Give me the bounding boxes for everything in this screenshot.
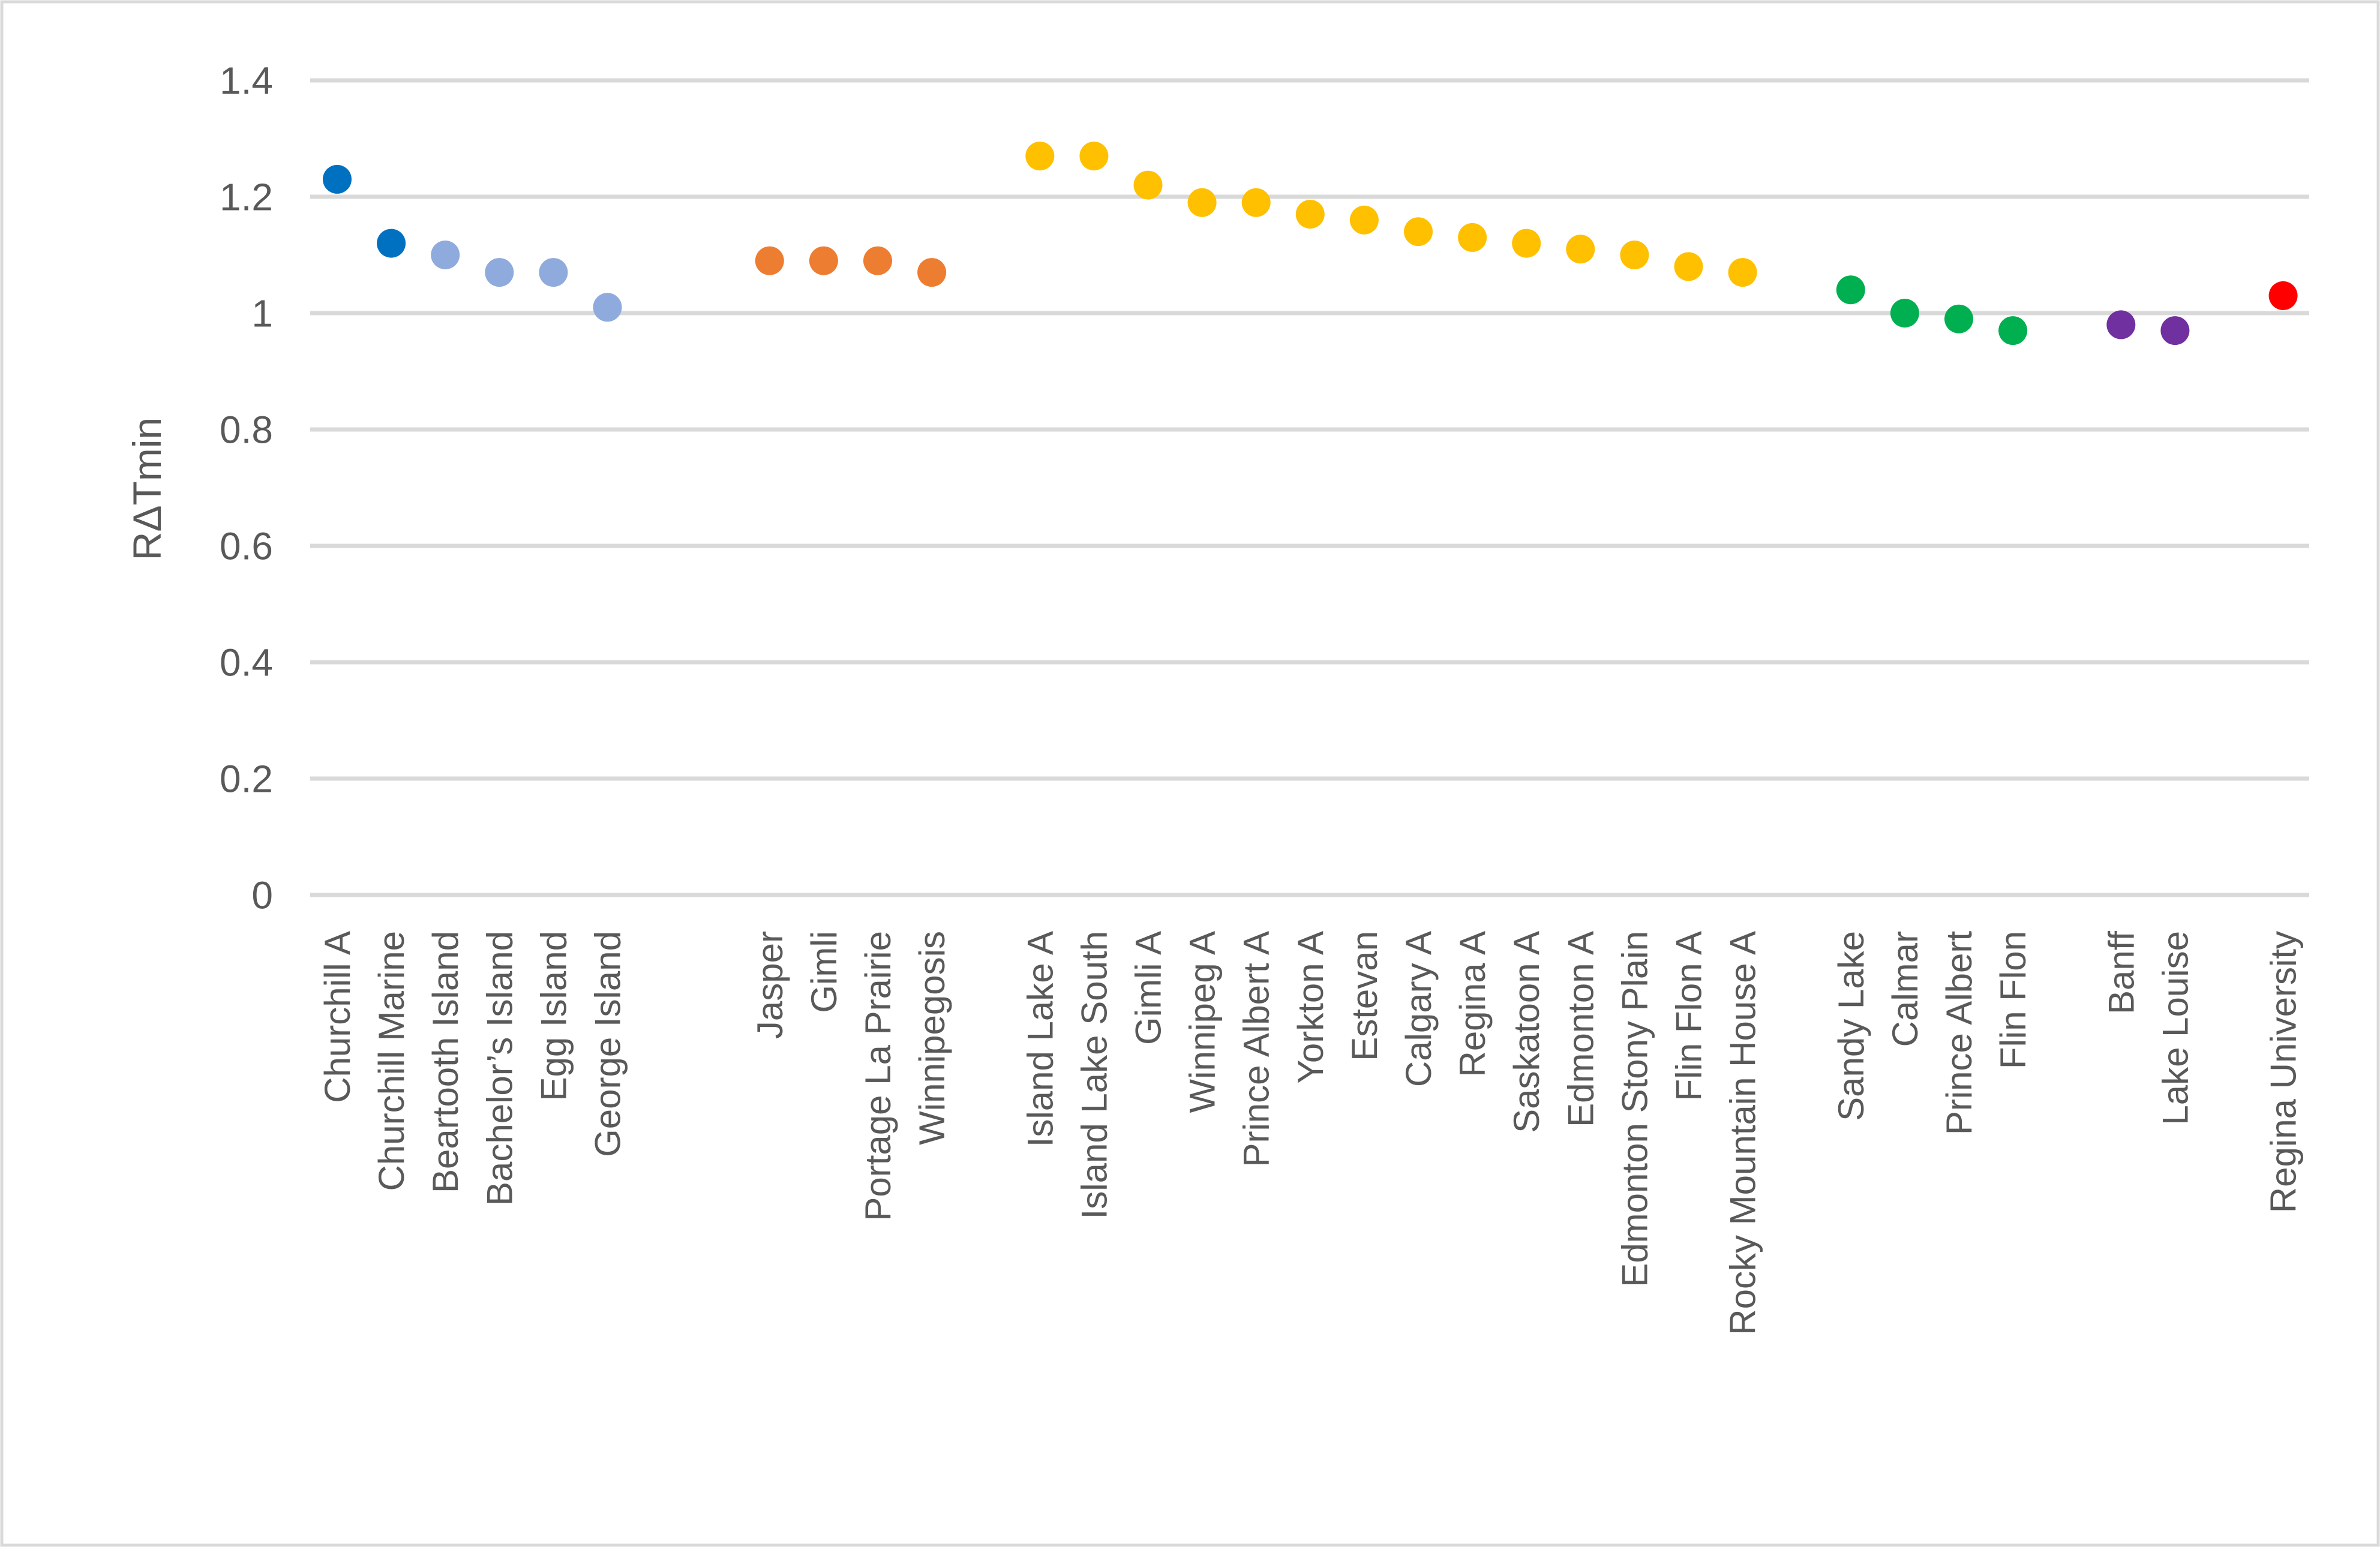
x-label-regina-university: Regina University xyxy=(2264,931,2304,1213)
data-point-beartooth-island xyxy=(431,241,460,269)
data-point-flin-flon-a xyxy=(1674,252,1703,281)
data-point-lake-louise xyxy=(2160,316,2190,346)
x-label-saskatoon-a: Saskatoon A xyxy=(1506,931,1547,1133)
y-tick-label-1.2: 1.2 xyxy=(220,175,273,218)
x-label-yorkton-a: Yorkton A xyxy=(1290,931,1331,1084)
data-point-churchill-a xyxy=(323,164,352,194)
x-label-bachelor-s-island: Bachelor’s Island xyxy=(479,931,520,1206)
x-label-winnipeg-a: Winnipeg A xyxy=(1183,931,1223,1113)
y-axis-ticks: 0 0.2 0.4 0.6 0.8 1 1.2 1.4 xyxy=(220,59,273,917)
x-label-edmonton-a: Edmonton A xyxy=(1560,931,1601,1127)
x-label-gimli: Gimli xyxy=(804,931,844,1013)
x-label-regina-a: Regina A xyxy=(1452,931,1493,1077)
data-point-jasper xyxy=(755,246,784,275)
data-point-edmonton-a xyxy=(1566,235,1595,264)
x-label-lake-louise: Lake Louise xyxy=(2155,931,2195,1125)
y-tick-label-0.2: 0.2 xyxy=(220,757,273,800)
x-axis-labels: Churchill A Churchill Marine Beartooth Isl… xyxy=(317,931,2304,1335)
x-label-george-island: George Island xyxy=(588,931,628,1157)
x-label-rocky-mountain-house-a: Rocky Mountain House A xyxy=(1723,931,1763,1335)
data-point-rocky-mountain-house-a xyxy=(1728,258,1757,287)
x-label-edmonton-stony-plain: Edmonton Stony Plain xyxy=(1614,931,1655,1287)
x-label-island-lake-south: Island Lake South xyxy=(1074,931,1114,1219)
data-point-flin-flon xyxy=(1998,316,2028,346)
data-point-island-lake-a xyxy=(1025,142,1055,171)
x-label-island-lake-a: Island Lake A xyxy=(1020,931,1060,1147)
data-point-edmonton-stony-plain xyxy=(1620,241,1649,269)
y-tick-label-0.4: 0.4 xyxy=(220,641,273,684)
gridlines-group xyxy=(310,78,2309,897)
x-label-banff: Banff xyxy=(2101,931,2141,1014)
data-point-saskatoon-a xyxy=(1512,229,1541,258)
data-point-island-lake-south xyxy=(1079,142,1109,171)
y-tick-label-1.4: 1.4 xyxy=(220,59,273,102)
series-urban-red xyxy=(2268,281,2298,310)
data-point-calmar xyxy=(1890,299,1919,328)
x-label-jasper: Jasper xyxy=(750,931,790,1039)
x-label-churchill-marine: Churchill Marine xyxy=(371,931,412,1191)
y-tick-label-0: 0 xyxy=(251,873,273,917)
data-point-egg-island xyxy=(539,258,568,287)
data-point-estevan xyxy=(1349,205,1379,235)
series-hudson-islands-light-blue xyxy=(431,241,622,322)
x-label-sandy-lake: Sandy Lake xyxy=(1831,931,1871,1121)
data-point-winnipeg-a xyxy=(1187,188,1217,217)
x-label-calmar: Calmar xyxy=(1885,931,1925,1047)
x-label-portage-la-prairie: Portage La Prairie xyxy=(858,931,898,1221)
y-axis-title: RΔTmin xyxy=(125,417,169,560)
y-tick-label-1: 1 xyxy=(251,292,273,335)
x-label-prince-albert-a: Prince Albert A xyxy=(1236,931,1277,1167)
data-point-prince-albert xyxy=(1944,304,1973,334)
data-point-calgary-a xyxy=(1404,217,1433,247)
data-point-bachelor-s-island xyxy=(485,258,514,287)
data-point-gimli xyxy=(809,246,838,275)
data-point-gimli-a xyxy=(1133,170,1163,200)
data-point-yorkton-a xyxy=(1295,200,1325,229)
y-tick-label-0.6: 0.6 xyxy=(220,524,273,567)
data-points-group xyxy=(323,142,2298,346)
series-churchill-dark-blue xyxy=(323,164,406,258)
data-point-prince-albert-a xyxy=(1241,188,1271,217)
x-label-egg-island: Egg Island xyxy=(533,931,574,1101)
data-point-banff xyxy=(2106,310,2136,340)
y-tick-label-0.8: 0.8 xyxy=(220,408,273,451)
data-point-winnipegosis xyxy=(917,258,947,287)
data-point-sandy-lake xyxy=(1836,275,1865,305)
data-point-churchill-marine xyxy=(377,229,406,258)
data-point-portage-la-prairie xyxy=(863,246,892,275)
x-label-winnipegosis: Winnipegosis xyxy=(912,931,952,1145)
x-label-flin-flon-a: Flin Flon A xyxy=(1669,931,1709,1101)
x-label-gimli-a: Gimli A xyxy=(1129,931,1169,1045)
x-label-churchill-a: Churchill A xyxy=(317,931,358,1103)
series-mountain-purple xyxy=(2106,310,2190,346)
data-point-george-island xyxy=(593,293,622,322)
data-point-regina-a xyxy=(1458,223,1487,252)
x-label-calgary-a: Calgary A xyxy=(1398,931,1439,1087)
series-prairie-airports-gold xyxy=(1025,142,1757,287)
series-rural-green xyxy=(1836,275,2028,346)
x-label-beartooth-island: Beartooth Island xyxy=(425,931,466,1193)
x-label-estevan: Estevan xyxy=(1344,931,1385,1061)
data-point-regina-university xyxy=(2268,281,2298,310)
x-label-flin-flon: Flin Flon xyxy=(1993,931,2033,1069)
series-manitoba-west-orange xyxy=(755,246,947,287)
x-label-prince-albert: Prince Albert xyxy=(1939,931,1979,1135)
